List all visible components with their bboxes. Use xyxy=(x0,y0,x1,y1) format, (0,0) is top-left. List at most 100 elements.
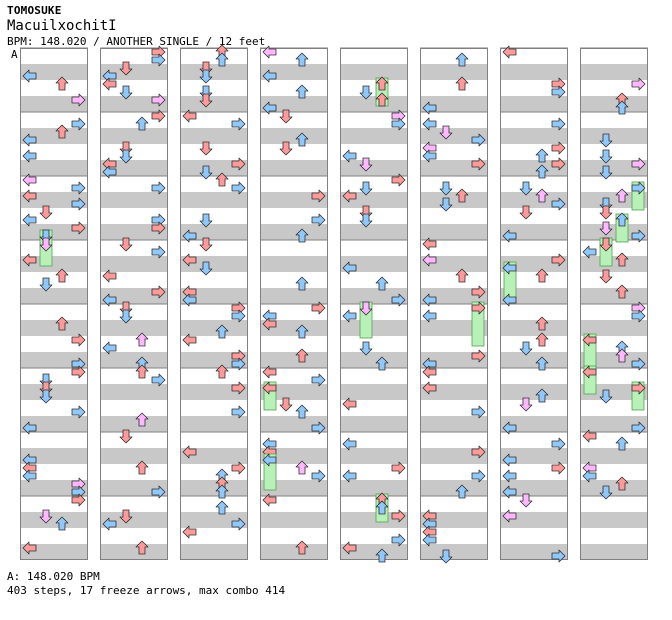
up-arrow-icon xyxy=(55,268,69,283)
arrow-shape xyxy=(471,445,486,459)
right-arrow-icon xyxy=(551,117,566,131)
up-arrow-icon xyxy=(535,388,549,403)
arrow-shape xyxy=(631,181,646,195)
up-arrow-icon xyxy=(615,436,629,451)
left-arrow-icon xyxy=(582,429,597,443)
down-arrow-icon xyxy=(599,165,613,180)
beat-stripe xyxy=(260,448,328,464)
arrow-shape xyxy=(215,324,229,339)
up-arrow-icon xyxy=(455,484,469,499)
down-arrow-icon xyxy=(279,397,293,412)
arrow-shape xyxy=(71,197,86,211)
arrow-shape xyxy=(262,381,277,395)
arrow-shape xyxy=(502,45,517,59)
arrow-shape xyxy=(311,469,326,483)
left-arrow-icon xyxy=(262,493,277,507)
down-arrow-icon xyxy=(39,509,53,524)
arrow-shape xyxy=(231,309,246,323)
arrow-shape xyxy=(422,309,437,323)
right-arrow-icon xyxy=(151,53,166,67)
up-arrow-icon xyxy=(135,460,149,475)
left-arrow-icon xyxy=(502,45,517,59)
beat-stripe xyxy=(500,96,568,112)
arrow-shape xyxy=(519,493,533,508)
left-arrow-icon xyxy=(342,149,357,163)
beat-stripe xyxy=(580,448,648,464)
left-arrow-icon xyxy=(422,149,437,163)
beat-stripe xyxy=(180,288,248,304)
up-arrow-icon xyxy=(455,188,469,203)
arrow-shape xyxy=(422,253,437,267)
left-arrow-icon xyxy=(422,533,437,547)
left-arrow-icon xyxy=(102,165,117,179)
beat-stripe xyxy=(260,224,328,240)
beat-stripe xyxy=(180,96,248,112)
left-arrow-icon xyxy=(22,69,37,83)
up-arrow-icon xyxy=(375,276,389,291)
beat-stripe xyxy=(580,256,648,272)
right-arrow-icon xyxy=(311,189,326,203)
arrow-shape xyxy=(502,261,517,275)
beat-stripe xyxy=(420,544,488,560)
arrow-shape xyxy=(359,85,373,100)
left-arrow-icon xyxy=(102,517,117,531)
down-arrow-icon xyxy=(199,237,213,252)
up-arrow-icon xyxy=(295,52,309,67)
beat-stripe xyxy=(20,192,88,208)
arrow-shape xyxy=(422,293,437,307)
arrow-shape xyxy=(535,316,549,331)
left-arrow-icon xyxy=(502,509,517,523)
up-arrow-icon xyxy=(295,228,309,243)
arrow-shape xyxy=(311,301,326,315)
down-arrow-icon xyxy=(599,133,613,148)
right-arrow-icon xyxy=(391,461,406,475)
arrow-shape xyxy=(102,165,117,179)
beat-stripe xyxy=(580,544,648,560)
down-arrow-icon xyxy=(119,509,133,524)
left-arrow-icon xyxy=(22,133,37,147)
beat-stripe xyxy=(500,448,568,464)
left-arrow-icon xyxy=(262,45,277,59)
left-arrow-icon xyxy=(502,293,517,307)
beat-stripe xyxy=(20,224,88,240)
arrow-shape xyxy=(342,309,357,323)
up-arrow-icon xyxy=(215,500,229,515)
up-arrow-icon xyxy=(535,164,549,179)
left-arrow-icon xyxy=(342,397,357,411)
right-arrow-icon xyxy=(151,93,166,107)
left-arrow-icon xyxy=(502,261,517,275)
arrow-shape xyxy=(151,373,166,387)
right-arrow-icon xyxy=(631,381,646,395)
arrow-shape xyxy=(535,268,549,283)
beat-stripe xyxy=(20,448,88,464)
up-arrow-icon xyxy=(375,548,389,563)
right-arrow-icon xyxy=(631,157,646,171)
beat-stripe xyxy=(500,192,568,208)
down-arrow-icon xyxy=(359,301,373,316)
beat-stripe xyxy=(500,320,568,336)
left-arrow-icon xyxy=(22,149,37,163)
right-arrow-icon xyxy=(231,309,246,323)
arrow-shape xyxy=(199,69,213,84)
arrow-shape xyxy=(455,268,469,283)
arrow-shape xyxy=(615,348,629,363)
arrow-shape xyxy=(551,157,566,171)
arrow-shape xyxy=(55,516,69,531)
beat-stripe xyxy=(260,256,328,272)
beat-stripe xyxy=(340,480,408,496)
column-border xyxy=(500,48,568,560)
arrow-shape xyxy=(599,389,613,404)
arrow-shape xyxy=(615,188,629,203)
beat-stripe xyxy=(500,128,568,144)
arrow-shape xyxy=(375,500,389,515)
down-arrow-icon xyxy=(279,109,293,124)
beat-stripe xyxy=(500,384,568,400)
beat-stripe xyxy=(580,384,648,400)
arrow-shape xyxy=(535,356,549,371)
arrow-shape xyxy=(455,52,469,67)
left-arrow-icon xyxy=(582,469,597,483)
arrow-shape xyxy=(231,117,246,131)
down-arrow-icon xyxy=(39,389,53,404)
beat-stripe xyxy=(180,64,248,80)
beat-stripe xyxy=(420,192,488,208)
